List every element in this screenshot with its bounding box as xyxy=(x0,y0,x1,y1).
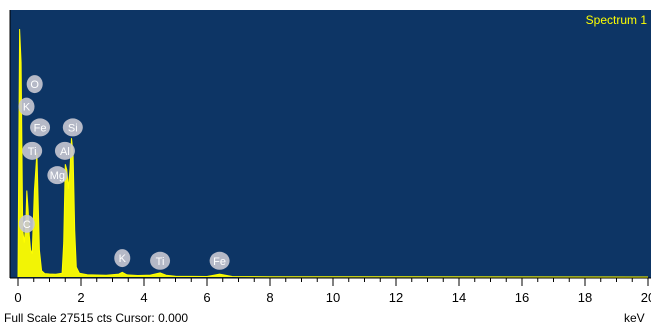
peak-marker-1 xyxy=(18,97,35,116)
peak-label-si-3: Si xyxy=(68,122,78,134)
x-tick-label: 8 xyxy=(266,290,273,305)
peak-label-k-8: K xyxy=(119,253,127,265)
x-tick-label: 14 xyxy=(452,290,466,305)
peak-label-fe-2: Fe xyxy=(34,122,47,134)
peak-label-al-5: Al xyxy=(60,146,70,158)
x-tick-label: 20 xyxy=(641,290,651,305)
x-tick-label: 4 xyxy=(140,290,147,305)
peak-label-mg-6: Mg xyxy=(50,170,65,182)
peak-marker-0 xyxy=(26,75,43,94)
peak-marker-3 xyxy=(62,118,83,137)
peak-marker-9 xyxy=(150,251,171,270)
peak-label-ti-4: Ti xyxy=(28,146,37,158)
peak-label-o-0: O xyxy=(30,79,39,91)
x-axis-unit: keV xyxy=(624,311,645,325)
peak-marker-10 xyxy=(209,251,230,270)
status-readout: Full Scale 27515 cts Cursor: 0.000 xyxy=(4,311,189,325)
chart-title: Spectrum 1 xyxy=(586,13,648,27)
x-tick-label: 2 xyxy=(77,290,84,305)
x-tick-label: 0 xyxy=(14,290,21,305)
peak-label-c-7: C xyxy=(23,219,31,231)
x-tick-label: 12 xyxy=(389,290,403,305)
peak-marker-5 xyxy=(54,141,75,160)
peak-marker-8 xyxy=(114,249,131,268)
x-tick-label: 16 xyxy=(515,290,529,305)
peak-marker-6 xyxy=(47,166,68,185)
peak-label-k-1: K xyxy=(23,102,31,114)
peak-marker-2 xyxy=(30,118,51,137)
plot-area xyxy=(10,10,651,278)
peak-marker-7 xyxy=(18,214,35,233)
x-tick-label: 18 xyxy=(578,290,592,305)
peak-label-fe-10: Fe xyxy=(213,256,226,268)
peak-label-ti-9: Ti xyxy=(156,256,165,268)
peak-marker-4 xyxy=(22,141,43,160)
x-tick-label: 6 xyxy=(203,290,210,305)
x-tick-label: 10 xyxy=(326,290,340,305)
